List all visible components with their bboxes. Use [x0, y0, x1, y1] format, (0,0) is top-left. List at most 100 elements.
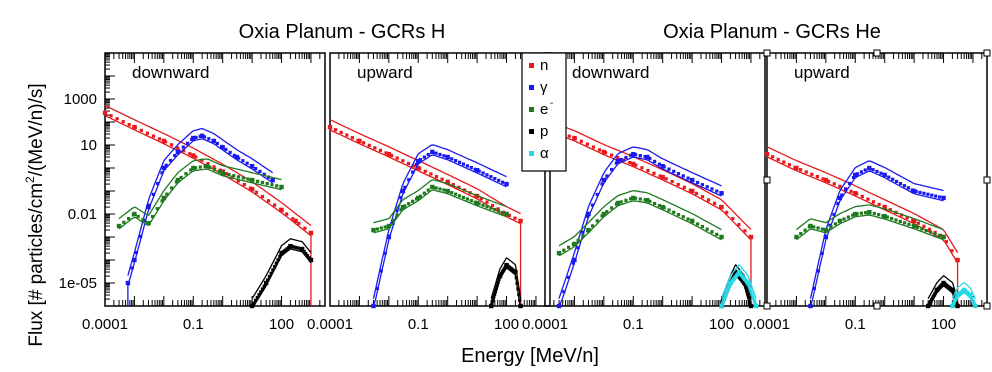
series-α: [719, 264, 759, 309]
data-marker: [619, 200, 623, 204]
data-marker: [279, 185, 284, 189]
data-marker: [145, 131, 150, 135]
data-marker: [726, 288, 730, 292]
data-marker: [429, 172, 433, 176]
data-marker: [179, 175, 183, 180]
series-line: [809, 170, 944, 307]
data-marker: [657, 203, 662, 208]
data-marker: [202, 135, 207, 139]
data-marker: [401, 159, 405, 163]
y-tick-label: 10: [80, 137, 97, 154]
data-marker: [477, 169, 481, 173]
data-marker: [489, 304, 493, 308]
x-tick-label: 0.0001: [307, 316, 353, 333]
data-marker: [278, 254, 282, 259]
data-marker: [518, 219, 523, 223]
data-marker: [414, 162, 419, 167]
data-marker: [875, 169, 879, 174]
data-marker: [950, 249, 954, 253]
data-marker: [194, 155, 198, 159]
data-marker: [188, 152, 192, 156]
data-marker: [232, 174, 236, 178]
data-marker: [430, 150, 434, 154]
panel-frame: [329, 52, 551, 307]
data-marker: [595, 219, 599, 223]
data-marker: [422, 155, 426, 159]
data-marker: [255, 295, 259, 300]
x-tick-label: 0.1: [408, 316, 429, 333]
legend-marker: [529, 63, 534, 68]
data-marker: [350, 136, 355, 140]
data-marker: [720, 301, 725, 305]
data-marker: [254, 166, 258, 171]
series-line: [127, 128, 274, 276]
data-marker: [894, 179, 899, 184]
data-marker: [610, 167, 614, 172]
data-marker: [859, 211, 863, 215]
data-marker: [479, 197, 483, 201]
data-marker: [109, 114, 113, 118]
data-point: [161, 195, 167, 201]
data-marker: [691, 178, 695, 182]
data-marker: [890, 216, 894, 221]
panel-4: 0.0001 0.1 100 upward: [744, 52, 988, 333]
data-marker: [743, 283, 747, 287]
data-marker: [851, 213, 855, 217]
data-marker: [190, 137, 194, 142]
data-marker: [236, 175, 241, 179]
data-marker: [285, 212, 289, 216]
data-marker: [748, 301, 752, 305]
data-point: [474, 168, 480, 173]
data-marker: [422, 191, 426, 195]
data-point: [386, 151, 392, 157]
y-axis-ticks: 1000 10 0.01 1e-05: [59, 91, 97, 292]
x-tick-label: 0.1: [183, 316, 204, 333]
data-marker: [395, 213, 399, 217]
data-marker: [434, 174, 439, 179]
data-marker: [297, 221, 301, 226]
data-point: [586, 211, 591, 217]
data-marker: [473, 167, 477, 171]
data-marker: [492, 295, 496, 299]
data-marker: [581, 233, 585, 238]
data-marker: [855, 172, 860, 176]
data-point: [416, 158, 421, 164]
series-line: [373, 189, 507, 234]
data-marker: [705, 227, 709, 231]
data-marker: [907, 222, 911, 226]
data-marker: [653, 159, 657, 163]
data-marker: [450, 157, 454, 161]
data-marker: [200, 158, 204, 162]
data-marker: [706, 198, 711, 202]
data-marker: [403, 185, 407, 189]
data-marker: [496, 207, 500, 211]
data-marker: [446, 155, 450, 159]
data-marker: [477, 202, 481, 206]
data-marker: [182, 149, 186, 153]
data-marker: [461, 195, 466, 200]
data-marker: [412, 164, 416, 168]
data-marker: [860, 194, 864, 199]
data-marker: [292, 245, 296, 249]
data-marker: [719, 304, 724, 308]
data-marker: [922, 224, 926, 228]
y-axis-label: Flux [# particles/cm2/(MeV/n)/s]: [23, 83, 47, 346]
data-marker: [426, 152, 430, 157]
data-marker: [746, 295, 750, 299]
data-marker: [232, 153, 236, 157]
data-marker: [603, 151, 608, 155]
data-marker: [184, 172, 188, 176]
data-marker: [938, 195, 942, 199]
data-marker: [248, 186, 252, 190]
data-marker: [438, 152, 442, 157]
data-marker: [747, 298, 751, 302]
data-marker: [751, 295, 755, 299]
data-marker: [920, 227, 924, 231]
data-marker: [566, 275, 571, 280]
data-marker: [902, 221, 907, 225]
data-marker: [160, 171, 164, 175]
data-marker: [877, 213, 881, 217]
data-marker: [633, 196, 638, 200]
data-marker: [941, 196, 946, 200]
data-marker: [581, 230, 585, 234]
